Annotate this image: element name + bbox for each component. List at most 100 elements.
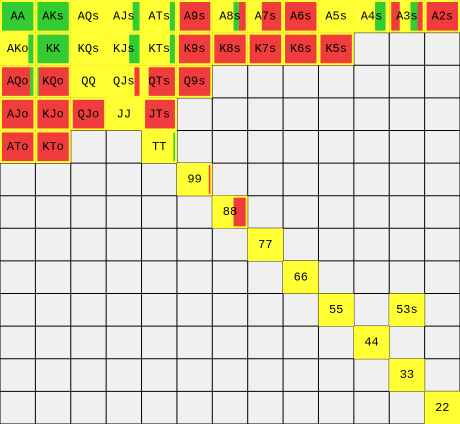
cell-border [106, 32, 142, 66]
hand-label: ATo [7, 140, 29, 154]
cell-fill [424, 391, 460, 424]
hand-label: K6s [290, 42, 312, 56]
cell-border [318, 293, 354, 327]
hand-label: KJs [113, 42, 135, 56]
cell-fill [353, 326, 390, 359]
cell-fill [141, 130, 174, 164]
cell-fill [212, 32, 248, 66]
cell-border [0, 32, 36, 66]
cell-fill [283, 0, 319, 33]
hand-label: A9s [184, 9, 206, 23]
hand-label: KK [46, 42, 61, 56]
hand-label: AKs [42, 9, 64, 23]
cell-border [141, 32, 177, 66]
hand-label: AA [10, 9, 25, 23]
hand-label: 66 [294, 270, 308, 284]
hand-label: AJs [113, 9, 135, 23]
cell-border [70, 0, 107, 33]
cell-border [283, 0, 319, 33]
cell-fill [233, 0, 239, 33]
cell-border [212, 32, 248, 66]
hand-label: AJo [7, 107, 29, 121]
hand-label: KTo [42, 140, 64, 154]
cell-fill [148, 65, 177, 98]
hand-label: A5s [325, 9, 347, 23]
hand-label: 44 [364, 336, 378, 350]
cell-fill [247, 0, 262, 33]
cell-border [141, 0, 177, 33]
hand-label: 99 [187, 173, 201, 187]
cell-fill [141, 65, 149, 98]
cell-border [0, 65, 36, 98]
cell-border [106, 0, 142, 33]
cell-border [35, 32, 71, 66]
cell-fill [212, 0, 234, 33]
cell-border [389, 0, 425, 33]
cell-fill [141, 0, 170, 33]
cell-fill [247, 228, 284, 261]
cell-fill [0, 97, 36, 131]
cell-fill [179, 0, 213, 33]
cell-border [35, 97, 71, 131]
cell-border [353, 0, 390, 33]
cell-fill [132, 0, 142, 33]
cell-fill [247, 32, 284, 66]
hand-label: KTs [148, 42, 170, 56]
cell-fill [410, 0, 418, 33]
cell-fill [30, 65, 36, 98]
cell-border [283, 260, 319, 294]
cell-fill [70, 97, 107, 131]
cell-fill [176, 32, 213, 66]
hand-label: KJo [42, 107, 64, 121]
cell-border [141, 97, 177, 131]
cell-fill [70, 65, 107, 98]
cell-fill [389, 293, 425, 327]
cell-fill [106, 65, 135, 98]
hand-label: ATs [148, 9, 170, 23]
hand-label: K7s [255, 42, 277, 56]
cell-border [389, 358, 425, 392]
cell-border [35, 130, 71, 164]
cell-border [176, 163, 213, 196]
cell-border [176, 0, 213, 33]
cell-border [212, 0, 248, 33]
cell-border [106, 97, 142, 131]
cell-fill [169, 0, 177, 33]
cell-fill [35, 0, 71, 33]
cell-fill [28, 32, 36, 66]
cell-border [283, 32, 319, 66]
cell-fill [134, 65, 142, 98]
cell-border [0, 130, 36, 164]
hand-label: 33 [400, 368, 414, 382]
cell-fill [169, 32, 177, 66]
hand-label: JJ [117, 107, 131, 121]
cell-border [247, 32, 284, 66]
cell-fill [318, 0, 354, 33]
hand-label: K8s [219, 42, 241, 56]
cell-fill [389, 358, 425, 392]
cell-border [0, 97, 36, 131]
cell-fill [38, 65, 71, 98]
cell-border [70, 32, 107, 66]
cell-fill [318, 32, 354, 66]
hand-label: A3s [396, 9, 418, 23]
cell-border [106, 65, 142, 98]
hand-label: A8s [219, 9, 241, 23]
cell-fill [106, 97, 142, 131]
hand-label: Q9s [184, 75, 206, 89]
cell-fill [399, 0, 411, 33]
hand-label: JTs [148, 107, 170, 121]
cell-fill [261, 0, 284, 33]
hand-label: QJo [78, 107, 100, 121]
cell-border [35, 65, 71, 98]
cell-fill [417, 0, 425, 33]
cell-fill [35, 130, 71, 164]
cell-border [424, 0, 460, 33]
cell-border [247, 0, 284, 33]
cell-fill [233, 195, 248, 229]
hand-label: QTs [148, 75, 170, 89]
cell-border [318, 0, 354, 33]
cell-fill [70, 0, 107, 33]
cell-border [389, 293, 425, 327]
